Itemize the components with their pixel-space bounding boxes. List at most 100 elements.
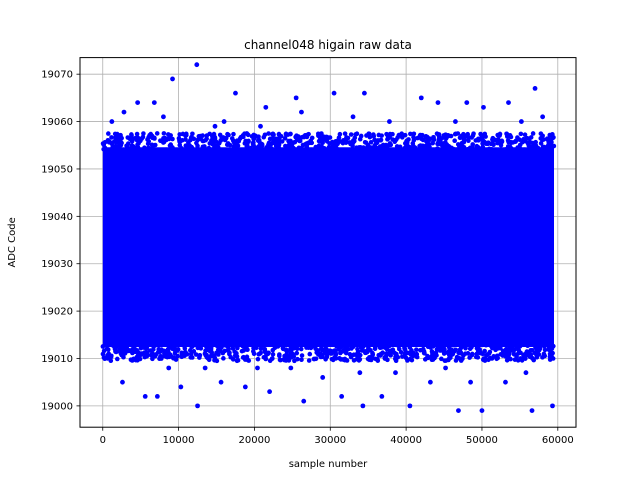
outlier-point bbox=[194, 62, 200, 68]
outlier-point bbox=[481, 104, 486, 110]
data-point bbox=[327, 147, 332, 153]
outlier-point bbox=[427, 379, 433, 385]
y-tick-label: 19000 bbox=[41, 401, 73, 412]
data-point bbox=[299, 353, 305, 358]
data-point bbox=[528, 135, 534, 140]
data-point bbox=[491, 142, 496, 148]
data-point bbox=[436, 136, 442, 142]
data-point bbox=[197, 355, 202, 360]
data-point bbox=[121, 354, 126, 360]
data-point bbox=[272, 140, 278, 146]
data-point bbox=[261, 134, 267, 140]
outlier-point bbox=[267, 389, 273, 395]
data-point bbox=[241, 134, 246, 140]
outlier-point bbox=[529, 408, 535, 414]
data-point bbox=[453, 147, 459, 153]
data-point bbox=[540, 133, 545, 139]
data-point bbox=[261, 343, 267, 348]
data-point bbox=[435, 146, 440, 151]
outlier-point bbox=[503, 379, 508, 385]
data-point bbox=[183, 137, 188, 142]
data-point bbox=[394, 146, 400, 152]
data-point bbox=[184, 144, 190, 150]
data-point bbox=[535, 147, 541, 152]
outlier-point bbox=[195, 403, 200, 409]
data-point bbox=[179, 145, 184, 151]
data-point bbox=[530, 140, 536, 146]
data-point bbox=[210, 134, 215, 139]
outlier-point bbox=[301, 398, 307, 404]
data-point bbox=[409, 348, 414, 353]
data-point bbox=[100, 344, 106, 349]
data-point bbox=[307, 351, 313, 357]
data-point bbox=[452, 138, 457, 144]
data-point bbox=[282, 135, 288, 141]
data-point bbox=[483, 342, 489, 348]
data-point bbox=[527, 353, 532, 358]
data-point bbox=[370, 146, 376, 152]
data-point bbox=[547, 132, 553, 138]
data-point bbox=[476, 138, 481, 143]
data-point bbox=[410, 353, 416, 359]
outlier-point bbox=[435, 100, 441, 106]
data-point bbox=[187, 348, 193, 353]
data-point bbox=[133, 357, 139, 363]
data-point bbox=[366, 146, 372, 152]
data-point bbox=[235, 143, 241, 148]
data-point bbox=[398, 147, 403, 152]
data-point bbox=[195, 345, 201, 351]
data-point bbox=[165, 354, 170, 360]
data-point bbox=[348, 132, 354, 137]
data-point bbox=[338, 350, 343, 356]
data-point bbox=[353, 132, 359, 137]
data-point bbox=[129, 132, 134, 137]
data-point bbox=[266, 142, 271, 147]
data-point bbox=[522, 132, 528, 138]
outlier-point bbox=[456, 408, 461, 414]
data-point bbox=[513, 342, 518, 347]
y-tick-label: 19040 bbox=[41, 212, 73, 223]
data-point bbox=[284, 353, 289, 359]
data-point bbox=[190, 131, 195, 137]
data-point bbox=[515, 358, 521, 363]
data-point bbox=[204, 133, 210, 138]
data-point bbox=[350, 143, 355, 148]
data-point bbox=[220, 137, 225, 142]
data-point bbox=[141, 131, 146, 136]
data-point bbox=[256, 134, 261, 139]
data-point bbox=[223, 135, 229, 141]
data-point bbox=[538, 141, 544, 146]
data-point bbox=[283, 342, 288, 347]
outlier-point bbox=[151, 100, 157, 106]
data-point bbox=[263, 354, 268, 360]
data-point bbox=[414, 351, 420, 357]
data-point bbox=[392, 356, 398, 362]
outlier-point bbox=[506, 100, 511, 106]
data-point bbox=[122, 349, 128, 354]
data-point bbox=[318, 354, 324, 360]
data-point bbox=[298, 346, 304, 352]
x-tick-label: 20000 bbox=[239, 435, 271, 446]
data-point bbox=[330, 143, 336, 149]
data-point bbox=[258, 346, 264, 351]
data-point bbox=[183, 131, 189, 137]
data-point bbox=[446, 348, 452, 354]
data-point bbox=[291, 345, 297, 351]
data-point bbox=[507, 133, 513, 138]
outlier-point bbox=[120, 379, 125, 385]
data-point bbox=[240, 355, 246, 360]
data-point bbox=[379, 351, 384, 357]
data-point bbox=[425, 353, 430, 359]
data-point bbox=[246, 358, 252, 363]
data-point bbox=[474, 343, 479, 348]
data-point bbox=[315, 131, 321, 137]
outlier-point bbox=[532, 86, 538, 91]
data-point bbox=[461, 144, 467, 150]
data-point bbox=[115, 356, 120, 362]
data-point bbox=[414, 347, 419, 352]
data-point bbox=[530, 131, 536, 136]
data-point bbox=[131, 344, 137, 350]
data-point bbox=[466, 138, 471, 144]
data-point bbox=[368, 140, 374, 145]
data-point bbox=[152, 136, 157, 141]
